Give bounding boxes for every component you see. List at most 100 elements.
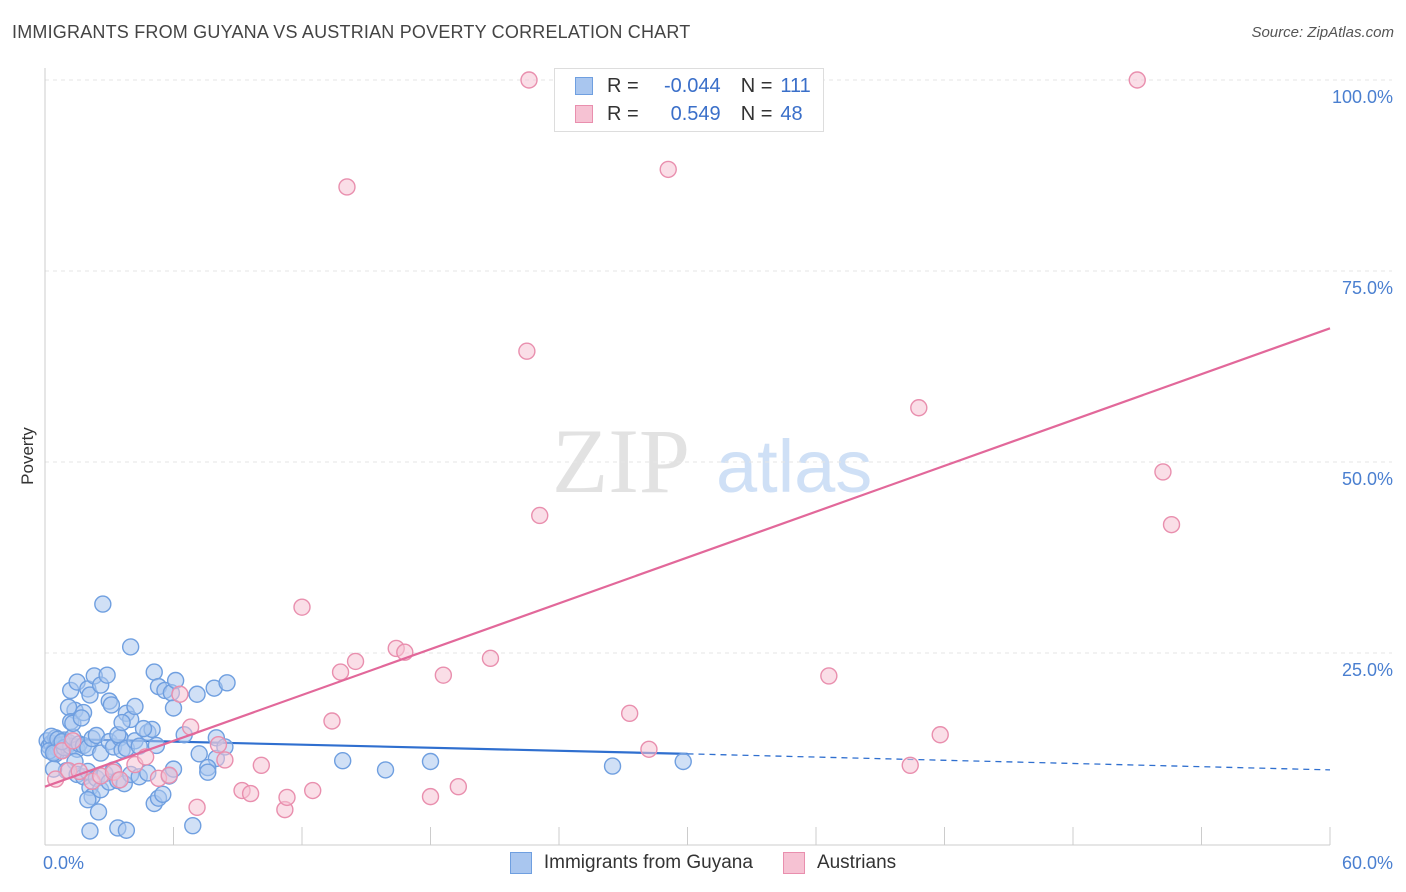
data-point-austrians xyxy=(293,598,311,616)
legend-item-austrians: Austrians xyxy=(782,852,897,874)
legend-row-austrians: R = 0.549 N = 48 xyxy=(575,101,803,127)
data-point-austrians xyxy=(160,766,178,784)
data-point-austrians xyxy=(1162,515,1181,534)
legend-n-value: 111 xyxy=(780,74,811,97)
data-point-austrians xyxy=(901,756,919,775)
data-point-guyana xyxy=(188,685,206,703)
data-point-austrians xyxy=(421,787,440,806)
legend-swatch-austrians xyxy=(575,105,593,123)
data-point-austrians xyxy=(111,771,129,789)
data-point-austrians xyxy=(520,71,538,89)
data-point-austrians xyxy=(640,740,658,758)
data-point-austrians xyxy=(216,751,234,769)
points-austrians xyxy=(47,71,1181,819)
data-point-guyana xyxy=(603,757,622,775)
legend-swatch-guyana xyxy=(575,77,593,95)
data-point-guyana xyxy=(674,752,692,771)
data-point-guyana xyxy=(145,663,163,681)
legend-label-austrians: Austrians xyxy=(816,852,897,873)
axes xyxy=(44,68,1331,846)
data-point-austrians xyxy=(931,726,949,744)
data-point-austrians xyxy=(278,788,296,807)
data-point-austrians xyxy=(518,342,536,360)
data-point-guyana xyxy=(72,709,91,727)
data-point-austrians xyxy=(910,399,928,417)
trend-group-austrians xyxy=(44,327,1331,788)
trend-line-austrians xyxy=(44,327,1331,788)
data-point-austrians xyxy=(620,704,639,723)
data-point-guyana xyxy=(121,638,140,656)
points-guyana xyxy=(38,595,692,840)
source-label: Source: ZipAtlas.com xyxy=(1251,24,1394,41)
data-point-austrians xyxy=(64,732,82,750)
y-tick-label: 75.0% xyxy=(1342,278,1393,298)
data-point-guyana xyxy=(94,595,112,613)
data-point-guyana xyxy=(81,822,99,840)
legend-row-guyana: R = -0.044 N = 111 xyxy=(575,73,811,99)
series-legend: Immigrants from Guyana Austrians xyxy=(0,852,1406,874)
data-point-austrians xyxy=(449,778,468,796)
data-point-guyana xyxy=(134,719,153,738)
data-point-guyana xyxy=(421,752,440,771)
legend-r-label: R = xyxy=(607,102,639,125)
data-point-guyana xyxy=(376,761,395,779)
data-point-guyana xyxy=(81,686,99,704)
y-tick-labels: 100.0% 75.0% 50.0% 25.0% xyxy=(1332,87,1393,680)
legend-r-value: 0.549 xyxy=(670,102,721,125)
data-point-guyana xyxy=(218,674,236,692)
data-point-austrians xyxy=(659,160,677,179)
data-point-guyana xyxy=(89,803,108,821)
x-tick-label: 60.0% xyxy=(1342,853,1393,873)
data-point-guyana xyxy=(154,785,172,804)
legend-r-label: R = xyxy=(607,74,639,97)
legend-n-value: 48 xyxy=(780,102,803,125)
data-point-austrians xyxy=(252,756,271,775)
data-point-austrians xyxy=(531,506,549,525)
data-point-guyana xyxy=(79,790,97,809)
legend-r-value: -0.044 xyxy=(663,74,721,97)
data-point-austrians xyxy=(1128,71,1146,89)
data-point-austrians xyxy=(820,667,838,685)
data-point-guyana xyxy=(199,763,217,781)
y-tick-label: 100.0% xyxy=(1332,87,1393,107)
data-point-austrians xyxy=(209,735,228,754)
data-point-guyana xyxy=(126,697,144,716)
data-point-guyana xyxy=(98,666,116,684)
x-tick-label: 0.0% xyxy=(43,853,84,873)
legend-swatch-austrians xyxy=(782,852,805,874)
data-point-austrians xyxy=(481,649,500,668)
data-point-austrians xyxy=(171,685,189,703)
grid-lines xyxy=(45,79,1392,654)
legend-label-guyana: Immigrants from Guyana xyxy=(543,852,753,873)
watermark-zip: ZIP xyxy=(552,410,690,512)
data-point-guyana xyxy=(102,696,121,714)
data-point-guyana xyxy=(190,745,208,763)
data-point-austrians xyxy=(338,178,356,196)
y-axis-label: Poverty xyxy=(18,427,37,485)
legend-swatch-guyana xyxy=(509,852,532,874)
data-point-guyana xyxy=(113,713,131,732)
chart-title: IMMIGRANTS FROM GUYANA VS AUSTRIAN POVER… xyxy=(12,22,691,42)
y-tick-label: 25.0% xyxy=(1342,660,1393,680)
watermark-atlas: atlas xyxy=(716,425,872,508)
data-point-austrians xyxy=(188,798,206,817)
x-tick-labels: 0.0% 60.0% xyxy=(43,853,1393,873)
data-point-guyana xyxy=(184,816,202,835)
legend-n-label: N = xyxy=(740,102,773,125)
legend-item-guyana: Immigrants from Guyana xyxy=(509,852,753,874)
data-point-austrians xyxy=(53,742,71,760)
data-point-austrians xyxy=(346,652,365,671)
data-point-austrians xyxy=(241,784,260,803)
data-point-austrians xyxy=(434,666,453,684)
y-tick-label: 50.0% xyxy=(1342,469,1393,489)
data-point-austrians xyxy=(331,663,350,681)
data-point-guyana xyxy=(117,821,136,839)
data-point-austrians xyxy=(323,712,341,730)
data-point-guyana xyxy=(59,698,78,716)
legend-n-label: N = xyxy=(740,74,773,97)
trend-line-guyana-extension xyxy=(687,753,1331,771)
data-point-austrians xyxy=(304,781,322,800)
data-point-austrians xyxy=(1154,463,1172,481)
stats-legend: R = -0.044 N = 111 R = 0.549 N = 48 xyxy=(554,68,824,132)
